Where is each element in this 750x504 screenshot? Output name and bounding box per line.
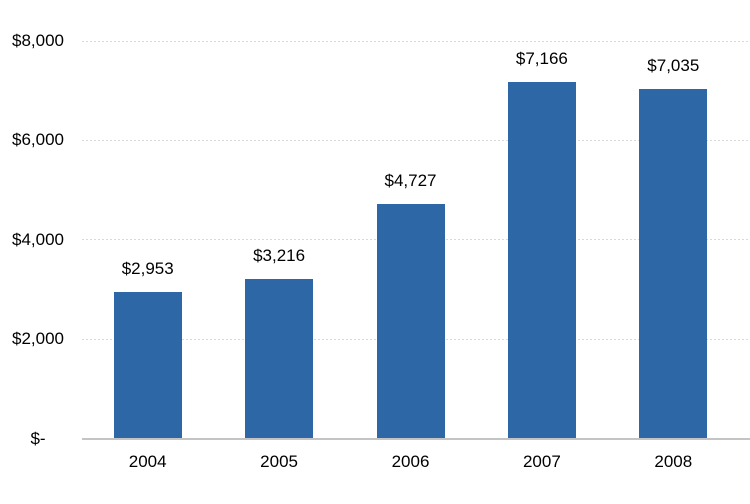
x-tick-label: 2005	[260, 452, 298, 471]
y-tick-label: $2,000	[12, 329, 64, 349]
x-tick-label: 2008	[654, 452, 693, 471]
gridline	[82, 139, 750, 141]
bar-2004	[113, 291, 182, 439]
gridline	[82, 40, 750, 42]
bar-2005	[245, 278, 314, 439]
bar-value-label: $3,216	[253, 245, 306, 265]
x-tick-label: 2004	[128, 452, 167, 471]
bar-2008	[639, 88, 708, 439]
bar-value-label: $7,035	[647, 55, 700, 75]
y-tick-label: $8,000	[12, 31, 64, 50]
x-tick-label: 2007	[522, 452, 561, 471]
x-axis-line	[82, 437, 750, 440]
y-tick-label: $4,000	[12, 229, 64, 249]
x-tick-label: 2006	[391, 452, 430, 471]
bar-value-label: $7,166	[515, 49, 568, 69]
bar-2007	[507, 82, 576, 439]
bar-value-label: $4,727	[384, 170, 437, 190]
bar-2006	[376, 203, 445, 439]
bar-value-label: $2,953	[121, 258, 174, 278]
y-tick-label: $6,000	[12, 130, 64, 150]
y-tick-label: $-	[30, 428, 46, 448]
